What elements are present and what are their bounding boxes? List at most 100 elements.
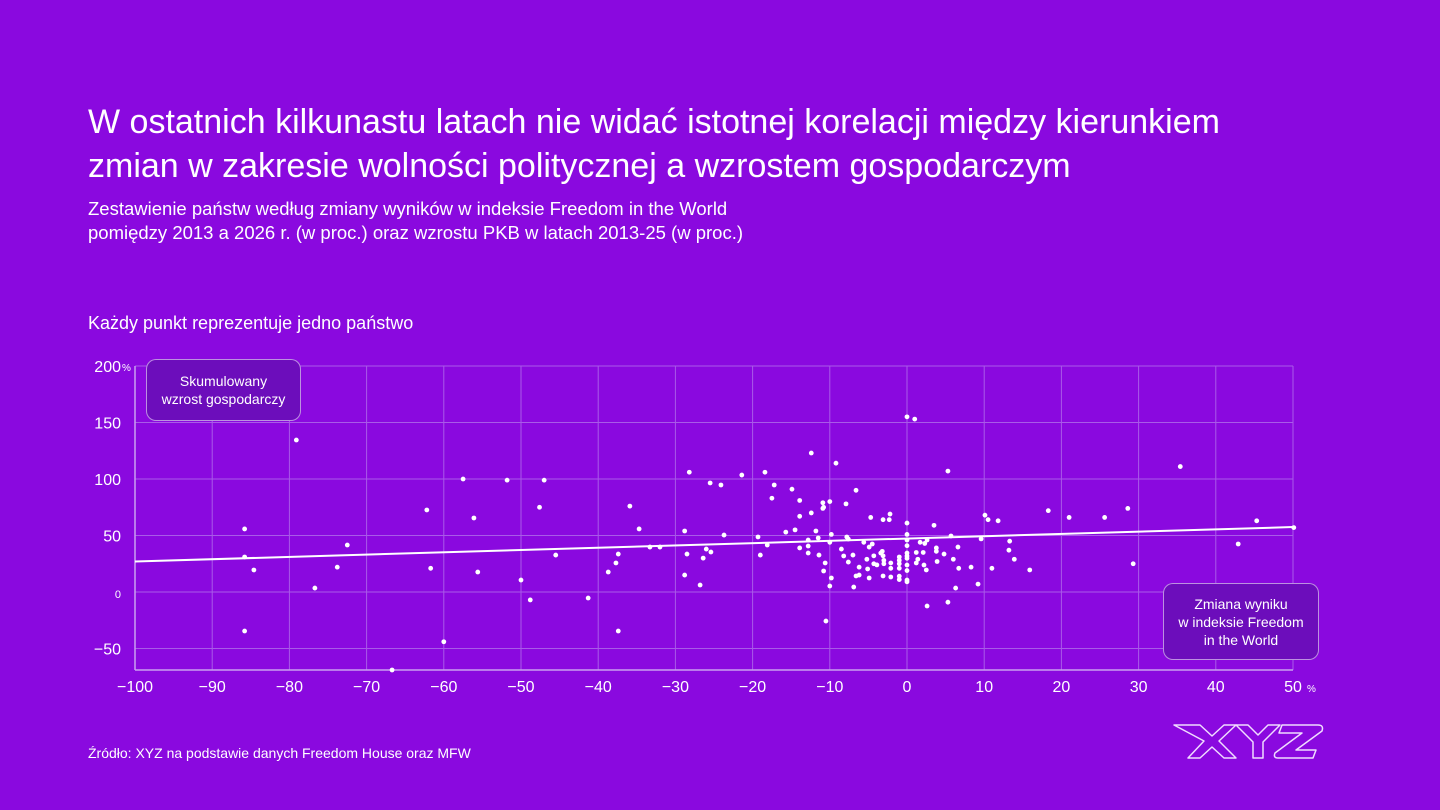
data-point: [1125, 505, 1131, 511]
data-point: [504, 477, 510, 483]
x-tick-label: −60: [430, 679, 457, 696]
data-point: [762, 469, 768, 475]
data-point: [823, 618, 829, 624]
data-point: [866, 544, 872, 550]
data-point: [242, 628, 248, 634]
data-point: [953, 585, 959, 591]
data-point: [757, 552, 763, 558]
data-point: [828, 531, 834, 537]
data-point: [334, 564, 340, 570]
data-point: [912, 416, 918, 422]
data-point: [708, 549, 714, 555]
data-point: [933, 548, 939, 554]
data-point: [896, 554, 902, 560]
data-point: [647, 544, 653, 550]
x-axis-label-line-3: in the World: [1203, 631, 1279, 648]
data-point: [856, 564, 862, 570]
y-tick-label: 0: [115, 589, 121, 601]
data-point: [879, 548, 885, 554]
data-point: [428, 565, 434, 571]
data-point: [721, 532, 727, 538]
data-point: [805, 550, 811, 556]
grid: [135, 365, 1294, 670]
x-axis-label-line-1: Zmiana wyniku: [1194, 595, 1288, 612]
data-point: [682, 528, 688, 534]
data-point: [856, 572, 862, 578]
data-point: [657, 544, 663, 550]
data-point: [881, 561, 887, 567]
trendline-group: [134, 526, 1294, 563]
data-point: [783, 529, 789, 535]
data-point: [978, 536, 984, 542]
x-tick-label: −20: [739, 679, 766, 696]
data-point: [920, 550, 926, 555]
data-point: [950, 556, 956, 562]
data-point: [460, 476, 466, 482]
data-point: [792, 527, 798, 533]
x-tick-label: −30: [662, 679, 689, 696]
data-point: [896, 573, 902, 579]
data-point: [924, 603, 930, 609]
data-point: [471, 515, 477, 521]
data-point: [344, 542, 350, 548]
data-point: [1130, 561, 1136, 567]
x-tick-label: 0: [903, 679, 912, 696]
data-point: [1007, 538, 1013, 544]
data-point: [838, 546, 844, 552]
data-point: [985, 517, 991, 523]
data-point: [293, 437, 299, 443]
data-point: [312, 585, 318, 591]
data-point: [828, 575, 834, 581]
data-point: [636, 526, 642, 532]
data-point: [866, 575, 872, 581]
data-point: [896, 561, 902, 567]
data-point: [869, 541, 875, 547]
data-point: [865, 566, 871, 572]
data-point: [755, 534, 761, 540]
data-point: [813, 528, 819, 534]
data-point: [843, 501, 849, 507]
data-point: [904, 414, 910, 420]
data-point: [684, 551, 690, 557]
data-point: [1291, 525, 1297, 531]
data-point: [904, 531, 910, 537]
chart-subtitle: Zestawienie państw według zmiany wyników…: [88, 197, 743, 245]
data-point: [945, 599, 951, 605]
data-point: [815, 535, 821, 541]
x-axis-label-box: Zmiana wyniku w indeksie Freedom in the …: [1163, 583, 1319, 660]
data-point: [904, 555, 910, 561]
data-point: [797, 545, 803, 551]
data-point: [896, 565, 902, 571]
data-point: [797, 513, 803, 519]
data-point: [820, 500, 826, 506]
data-point: [1027, 567, 1033, 573]
data-point: [845, 536, 851, 542]
data-point: [851, 584, 857, 590]
x-tick-label: −50: [507, 679, 534, 696]
y-tick-label: 200: [94, 359, 121, 376]
data-point: [627, 503, 633, 509]
data-point: [1011, 556, 1017, 562]
data-point: [718, 482, 724, 488]
data-point: [424, 507, 430, 513]
data-point: [904, 537, 910, 543]
data-point: [896, 577, 902, 582]
x-tick-label: 40: [1207, 679, 1225, 696]
data-point: [922, 541, 928, 546]
data-point: [880, 573, 886, 579]
data-point: [1177, 464, 1183, 469]
data-point: [880, 553, 886, 559]
data-point: [948, 533, 954, 539]
data-point: [827, 499, 833, 505]
data-point: [864, 556, 870, 562]
data-point: [789, 486, 795, 492]
data-point: [896, 557, 902, 563]
data-point: [389, 667, 395, 673]
data-point: [888, 574, 894, 580]
data-point: [874, 562, 880, 568]
chart-title: W ostatnich kilkunastu latach nie widać …: [88, 100, 1220, 188]
data-point: [989, 565, 995, 571]
data-point: [913, 560, 919, 566]
data-point: [700, 555, 706, 561]
data-point: [1045, 508, 1051, 514]
